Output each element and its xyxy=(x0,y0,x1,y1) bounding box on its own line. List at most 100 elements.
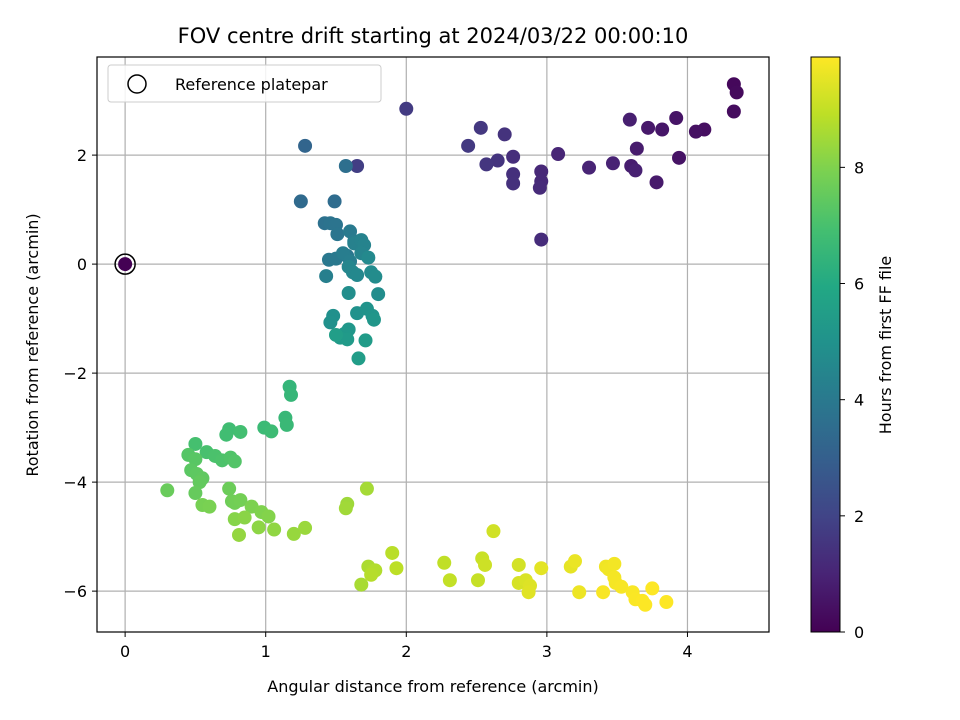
colorbar-tick-label: 2 xyxy=(854,507,864,526)
scatter-point xyxy=(319,269,334,284)
scatter-point xyxy=(596,585,611,600)
legend-label-reference: Reference platepar xyxy=(175,75,328,94)
scatter-point xyxy=(358,333,373,348)
scatter-point xyxy=(327,194,342,209)
colorbar-tick-label: 0 xyxy=(854,623,864,642)
scatter-point xyxy=(371,287,386,302)
y-tick-label: −6 xyxy=(63,582,87,601)
scatter-point xyxy=(669,111,684,126)
scatter-points xyxy=(114,77,744,612)
scatter-point xyxy=(442,573,457,588)
colorbar-tick-label: 6 xyxy=(854,275,864,294)
scatter-point xyxy=(298,520,313,535)
scatter-point xyxy=(264,424,279,439)
scatter-point xyxy=(506,149,521,164)
scatter-point xyxy=(351,351,366,366)
scatter-point xyxy=(506,176,521,191)
scatter-point xyxy=(286,526,301,541)
scatter-point xyxy=(551,147,566,162)
scatter-point xyxy=(354,577,369,592)
scatter-point xyxy=(293,194,308,209)
scatter-point xyxy=(534,164,549,179)
y-axis-label: Rotation from reference (arcmin) xyxy=(23,213,42,476)
chart-title: FOV centre drift starting at 2024/03/22 … xyxy=(178,24,689,48)
grid-lines xyxy=(97,57,769,632)
scatter-point xyxy=(629,141,644,156)
scatter-point xyxy=(470,573,485,588)
y-tick-label: 0 xyxy=(77,255,87,274)
scatter-point xyxy=(628,163,643,178)
scatter-point xyxy=(534,232,549,247)
scatter-point xyxy=(160,483,175,498)
scatter-point xyxy=(655,122,670,137)
scatter-point xyxy=(649,175,664,190)
scatter-point xyxy=(729,85,744,100)
x-tick-label: 2 xyxy=(401,642,411,661)
scatter-point xyxy=(389,561,404,576)
scatter-point xyxy=(364,567,379,582)
scatter-point xyxy=(688,124,703,139)
scatter-point xyxy=(361,250,376,265)
x-axis-label: Angular distance from reference (arcmin) xyxy=(267,677,598,696)
scatter-point xyxy=(350,268,365,283)
plot-frame xyxy=(96,56,770,633)
reference-point-fill xyxy=(118,257,133,272)
scatter-point xyxy=(385,545,400,560)
scatter-point xyxy=(726,104,741,119)
scatter-point xyxy=(328,327,343,342)
scatter-point xyxy=(490,153,505,168)
scatter-point xyxy=(461,138,476,153)
scatter-point xyxy=(233,424,248,439)
legend: Reference platepar xyxy=(107,64,382,103)
y-tick-label: −4 xyxy=(63,473,87,492)
scatter-point xyxy=(261,509,276,524)
scatter-point xyxy=(340,332,355,347)
x-tick-label: 0 xyxy=(120,642,130,661)
scatter-point xyxy=(298,138,313,153)
colorbar-tick-label: 8 xyxy=(854,158,864,177)
reference-point-ring xyxy=(114,253,136,275)
colorbar: 0 2 4 6 8 Hours from first FF file xyxy=(810,56,895,642)
scatter-point xyxy=(231,527,246,542)
scatter-point xyxy=(567,554,582,569)
scatter-point xyxy=(511,557,526,572)
scatter-point xyxy=(605,156,620,171)
legend-marker-reference xyxy=(127,74,147,94)
scatter-point xyxy=(338,159,353,174)
scatter-point xyxy=(534,561,549,576)
scatter-point xyxy=(359,481,374,496)
scatter-point xyxy=(188,436,203,451)
x-tick-label: 4 xyxy=(682,642,692,661)
scatter-point xyxy=(222,481,237,496)
scatter-point xyxy=(532,180,547,195)
scatter-point xyxy=(368,269,383,284)
scatter-point xyxy=(645,581,660,596)
scatter-point xyxy=(251,520,266,535)
scatter-point xyxy=(188,486,203,501)
y-tick-label: 2 xyxy=(77,146,87,165)
scatter-point xyxy=(638,597,653,612)
scatter-point xyxy=(478,557,493,572)
scatter-point xyxy=(641,120,656,135)
legend-box xyxy=(107,64,382,103)
scatter-point xyxy=(497,127,512,142)
scatter-point xyxy=(486,524,501,539)
scatter-point xyxy=(399,101,414,116)
scatter-point xyxy=(366,312,381,327)
scatter-point xyxy=(279,417,294,432)
scatter-point xyxy=(237,510,252,525)
scatter-point xyxy=(582,160,597,175)
scatter-point xyxy=(227,454,242,469)
scatter-point xyxy=(572,585,587,600)
scatter-point xyxy=(473,120,488,135)
scatter-point xyxy=(622,112,637,127)
scatter-point xyxy=(233,493,248,508)
scatter-point xyxy=(479,157,494,172)
scatter-point xyxy=(202,499,217,514)
scatter-point xyxy=(607,556,622,571)
y-tick-label: −2 xyxy=(63,364,87,383)
scatter-point xyxy=(659,595,674,610)
scatter-point xyxy=(284,387,299,402)
scatter-point xyxy=(330,227,345,242)
